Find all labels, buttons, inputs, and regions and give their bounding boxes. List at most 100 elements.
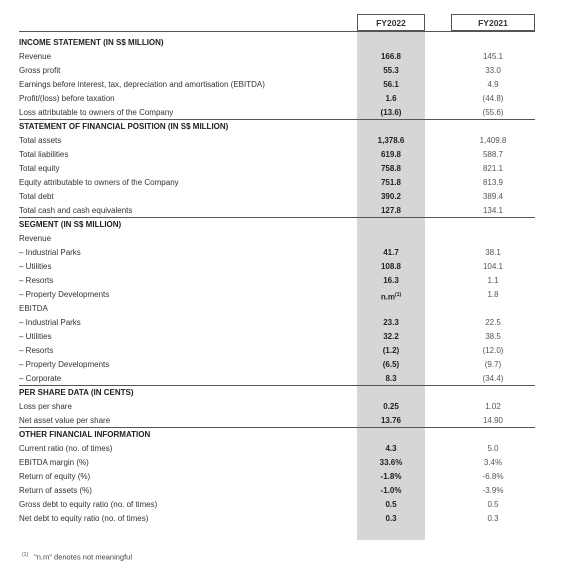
table-row: – Industrial Parks 23.3 22.5 [19,316,535,330]
row-label: Total liabilities [19,150,69,159]
table-row: Loss per share 0.25 1.02 [19,400,535,414]
row-label: Net asset value per share [19,416,111,425]
value-fy2022: n.m(1) [357,288,425,305]
row-label: – Resorts [19,346,54,355]
value-fy2022-text: 41.7 [383,248,399,257]
value-fy2021: 0.5 [487,500,499,509]
value-fy2022-text: 32.2 [383,332,399,341]
footnote-mark: (1) [22,552,29,558]
value-fy2022-text: 108.8 [380,262,402,271]
table-row: – Industrial Parks 41.7 38.1 [19,246,535,260]
row-label: Loss per share [19,402,72,411]
value-fy2022: 33.6% [357,456,425,470]
value-fy2021: 33.0 [485,66,501,75]
row-label: Return of equity (%) [19,472,91,481]
table-row: Equity attributable to owners of the Com… [19,176,535,190]
value-fy2022: 0.3 [357,512,425,526]
table-row: Gross profit 55.3 33.0 [19,64,535,78]
table-row: Profit/(loss) before taxation 1.6 (44.8) [19,92,535,106]
section-heading-row: INCOME STATEMENT (IN S$ MILLION) [19,36,535,50]
row-label: – Industrial Parks [19,318,81,327]
value-fy2021: 1.02 [485,402,501,411]
value-fy2022: 32.2 [357,330,425,344]
value-fy2022-text: 758.8 [380,164,402,173]
fy2022-column-shading [357,32,425,540]
row-label: Total assets [19,136,62,145]
value-fy2021: 134.1 [482,206,504,215]
value-fy2022: (1.2) [357,344,425,358]
value-fy2022: 4.3 [357,442,425,456]
table-row: – Property Developments n.m(1) 1.8 [19,288,535,302]
value-fy2022-text: 619.8 [380,150,402,159]
table-row: Total debt 390.2 389.4 [19,190,535,204]
row-label: – Utilities [19,332,52,341]
row-label: – Industrial Parks [19,248,81,257]
value-fy2022-text: 23.3 [383,318,399,327]
value-fy2022: 13.76 [357,414,425,428]
footnote: (1) "n.m" denotes not meaningful [22,552,132,562]
value-fy2022: (13.6) [357,106,425,120]
value-fy2022: 0.25 [357,400,425,414]
value-fy2022-text: 0.25 [383,402,399,411]
table-row: Return of equity (%) -1.8% -6.8% [19,470,535,484]
value-fy2021: 22.5 [485,318,501,327]
row-label: Return of assets (%) [19,486,92,495]
value-fy2021: 1.8 [487,290,499,299]
value-fy2022: -1.0% [357,484,425,498]
section-heading: INCOME STATEMENT (IN S$ MILLION) [19,38,164,47]
value-fy2022-text: 751.8 [380,178,402,187]
financial-highlights-table: INCOME STATEMENT (IN S$ MILLION) Revenue 1… [19,36,535,526]
table-row: – Resorts (1.2) (12.0) [19,344,535,358]
section-heading-row: OTHER FINANCIAL INFORMATION [19,428,535,442]
value-fy2021: 1.1 [487,276,499,285]
row-label: Earnings before interest, tax, depreciat… [19,80,265,89]
value-fy2021: 38.5 [485,332,501,341]
value-fy2021: 0.3 [487,514,499,523]
value-fy2022-text: 0.3 [385,514,397,523]
value-fy2022: (6.5) [357,358,425,372]
table-row: EBITDA [19,302,535,316]
value-fy2022-text: (13.6) [380,108,402,117]
table-row: Net asset value per share 13.76 14.90 [19,414,535,428]
value-fy2022: 1.6 [357,92,425,106]
table-row: – Utilities 32.2 38.5 [19,330,535,344]
value-fy2021: 821.1 [482,164,504,173]
value-fy2022: 23.3 [357,316,425,330]
value-fy2022-text: 166.8 [380,52,402,61]
value-fy2021: 1,409.8 [479,136,507,145]
value-fy2022-text: 0.5 [385,500,397,509]
table-row: Loss attributable to owners of the Compa… [19,106,535,120]
table-row: Total cash and cash equivalents 127.8 134.… [19,204,535,218]
value-fy2022-text: 16.3 [383,276,399,285]
value-fy2022: 619.8 [357,148,425,162]
value-fy2021: (55.6) [482,108,504,117]
row-label: Total equity [19,164,60,173]
column-header-fy2022: FY2022 [357,14,425,31]
row-label: Gross debt to equity ratio (no. of times… [19,500,158,509]
value-fy2021: (44.8) [482,94,504,103]
table-row: Earnings before interest, tax, depreciat… [19,78,535,92]
table-row: – Utilities 108.8 104.1 [19,260,535,274]
value-fy2022-text: 390.2 [380,192,402,201]
value-fy2022-text: (6.5) [382,360,400,369]
value-fy2021: 3.4% [483,458,503,467]
table-row: Total liabilities 619.8 588.7 [19,148,535,162]
value-fy2022: 166.8 [357,50,425,64]
value-fy2022-text: (1.2) [382,346,400,355]
value-fy2021: 145.1 [482,52,504,61]
value-fy2022: 16.3 [357,274,425,288]
value-fy2021: (9.7) [484,360,502,369]
table-row: Total equity 758.8 821.1 [19,162,535,176]
row-label: Equity attributable to owners of the Com… [19,178,179,187]
value-fy2021: 104.1 [482,262,504,271]
table-row: Gross debt to equity ratio (no. of times… [19,498,535,512]
table-row: Total assets 1,378.6 1,409.8 [19,134,535,148]
table-row: EBITDA margin (%) 33.6% 3.4% [19,456,535,470]
section-heading-row: SEGMENT (IN S$ MILLION) [19,218,535,232]
row-label: Current ratio (no. of times) [19,444,113,453]
row-label: Net debt to equity ratio (no. of times) [19,514,149,523]
table-row: Revenue [19,232,535,246]
row-label: – Utilities [19,262,52,271]
section-heading-row: STATEMENT OF FINANCIAL POSITION (IN S$ M… [19,120,535,134]
section-heading: PER SHARE DATA (IN CENTS) [19,388,134,397]
